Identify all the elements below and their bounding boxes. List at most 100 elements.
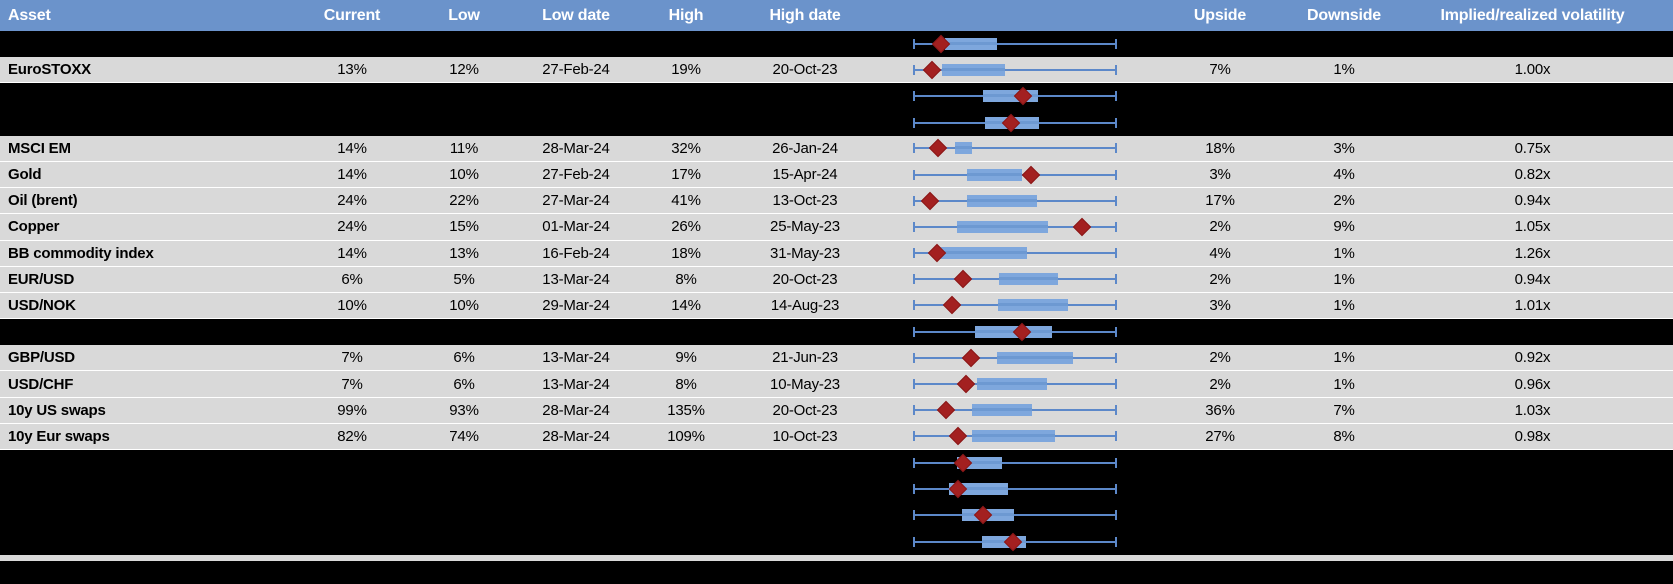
current-cell <box>280 476 424 502</box>
table-row <box>0 476 1673 503</box>
boxplot <box>913 476 1117 502</box>
low-date-cell: 28-Mar-24 <box>542 427 610 445</box>
boxplot-box <box>998 299 1069 312</box>
high-date-cell: 20-Oct-23 <box>772 401 838 419</box>
boxplot-right-cap <box>1115 484 1117 495</box>
table-row: 10y Eur swaps 82% 74% 28-Mar-24 109% 10-… <box>0 423 1673 450</box>
high-cell: 9% <box>675 349 697 367</box>
boxplot-cell <box>886 31 1144 57</box>
header-high: High <box>668 6 704 24</box>
table-row <box>0 502 1673 529</box>
boxplot-cell <box>886 476 1144 502</box>
boxplot-cell <box>886 319 1144 345</box>
current-cell: 10% <box>337 296 367 314</box>
low-cell <box>424 450 504 476</box>
boxplot-right-cap <box>1115 91 1117 102</box>
current-cell: 82% <box>337 427 367 445</box>
current-cell: 24% <box>337 192 367 210</box>
boxplot-diamond-marker <box>928 139 948 158</box>
boxplot-left-cap <box>913 379 915 390</box>
boxplot-cell <box>886 424 1144 449</box>
boxplot-cell <box>886 214 1144 239</box>
asset-name-cell: GBP/USD <box>8 349 75 367</box>
table-row: EUR/USD 6% 5% 13-Mar-24 8% 20-Oct-23 2% … <box>0 266 1673 293</box>
boxplot-left-cap <box>913 352 915 363</box>
low-date-cell: 13-Mar-24 <box>542 349 610 367</box>
low-date-cell: 13-Mar-24 <box>542 375 610 393</box>
table-row: Oil (brent) 24% 22% 27-Mar-24 41% 13-Oct… <box>0 188 1673 215</box>
boxplot-cell <box>886 371 1144 396</box>
current-cell: 13% <box>337 61 367 79</box>
upside-cell: 2% <box>1209 349 1231 367</box>
current-cell <box>280 450 424 476</box>
asset-name-cell <box>0 502 280 528</box>
low-cell: 6% <box>453 349 475 367</box>
current-cell: 14% <box>337 139 367 157</box>
high-date-cell: 15-Apr-24 <box>772 166 838 184</box>
implied-realized-cell <box>1392 529 1673 555</box>
boxplot <box>913 188 1117 213</box>
high-date-cell: 10-Oct-23 <box>772 427 838 445</box>
asset-name-cell <box>0 529 280 555</box>
boxplot-right-cap <box>1115 248 1117 259</box>
current-cell <box>280 529 424 555</box>
low-cell: 6% <box>453 375 475 393</box>
boxplot-diamond-marker <box>1072 217 1092 237</box>
current-cell: 14% <box>337 244 367 262</box>
upside-cell: 18% <box>1205 139 1235 157</box>
upside-cell <box>1144 502 1296 528</box>
header-implied-realized: Implied/realized volatility <box>1440 6 1625 24</box>
high-date-cell <box>724 110 886 136</box>
implied-realized-cell <box>1392 476 1673 502</box>
boxplot-cell <box>886 345 1144 370</box>
current-cell: 99% <box>337 401 367 419</box>
high-cell <box>648 529 724 555</box>
upside-cell: 3% <box>1209 296 1231 314</box>
high-date-cell: 13-Oct-23 <box>772 192 838 210</box>
upside-cell: 2% <box>1209 218 1231 236</box>
boxplot-diamond-marker <box>936 401 956 420</box>
boxplot-left-cap <box>913 64 915 75</box>
boxplot <box>913 162 1117 187</box>
boxplot-left-cap <box>913 221 915 232</box>
implied-realized-cell <box>1392 319 1673 345</box>
boxplot-diamond-marker <box>920 191 940 210</box>
boxplot-box <box>945 38 998 51</box>
boxplot-left-cap <box>913 510 915 521</box>
boxplot <box>913 31 1117 57</box>
high-date-cell: 25-May-23 <box>770 218 840 236</box>
boxplot <box>913 319 1117 345</box>
boxplot <box>913 450 1117 476</box>
high-cell <box>648 31 724 57</box>
boxplot <box>913 136 1117 161</box>
implied-realized-cell: 0.96x <box>1514 375 1551 393</box>
table-row: USD/NOK 10% 10% 29-Mar-24 14% 14-Aug-23 … <box>0 292 1673 320</box>
boxplot-diamond-marker <box>1021 165 1041 184</box>
table-row: BB commodity index 14% 13% 16-Feb-24 18%… <box>0 240 1673 267</box>
boxplot-cell <box>886 241 1144 266</box>
upside-cell: 7% <box>1209 61 1231 79</box>
boxplot-right-cap <box>1115 352 1117 363</box>
downside-cell: 1% <box>1333 296 1355 314</box>
downside-cell <box>1296 476 1392 502</box>
low-cell <box>424 83 504 109</box>
low-date-cell <box>504 476 648 502</box>
high-cell <box>648 450 724 476</box>
boxplot-box <box>967 168 1022 181</box>
low-cell: 12% <box>449 61 479 79</box>
high-date-cell <box>724 319 886 345</box>
high-cell <box>648 502 724 528</box>
low-cell: 74% <box>449 427 479 445</box>
boxplot-cell <box>886 293 1144 318</box>
table-row: EuroSTOXX 13% 12% 27-Feb-24 19% 20-Oct-2… <box>0 57 1673 84</box>
boxplot-cell <box>886 110 1144 136</box>
current-cell: 6% <box>341 270 363 288</box>
boxplot-cell <box>886 57 1144 82</box>
boxplot-left-cap <box>913 195 915 206</box>
upside-cell <box>1144 529 1296 555</box>
high-date-cell <box>724 502 886 528</box>
boxplot <box>913 371 1117 396</box>
boxplot-right-cap <box>1115 327 1117 338</box>
downside-cell <box>1296 83 1392 109</box>
high-cell: 41% <box>671 192 701 210</box>
